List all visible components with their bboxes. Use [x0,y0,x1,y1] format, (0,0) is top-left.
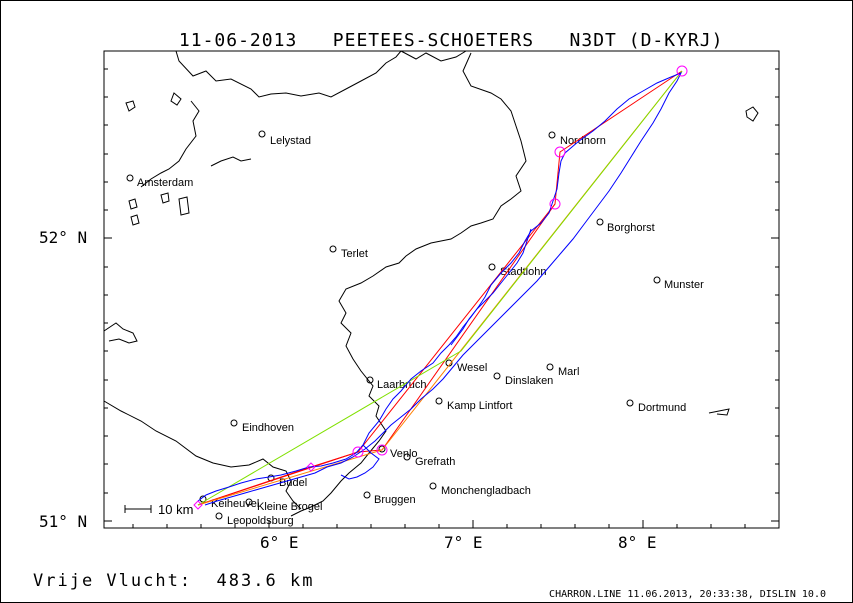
island-2 [170,92,182,106]
turnpoint-marker [306,462,316,472]
city-label-laarbruch: Laarbruch [377,379,427,391]
lake-ruhr [708,408,730,416]
task-line-green [197,70,683,506]
city-label-kamp-lintfort: Kamp Lintfort [447,400,512,412]
flight-date: 11-06-2013 [178,30,298,51]
flight-track-2 [450,228,532,346]
city-dot-dortmund [626,399,634,407]
turnpoint-marker [676,65,688,77]
city-label-borghorst: Borghorst [607,222,655,234]
city-dot-eindhoven [230,419,238,427]
turnpoint-marker [554,146,566,158]
aircraft-id: N3DT (D-KYRJ) [569,30,724,51]
city-label-venlo: Venlo [390,448,418,460]
island-5 [178,196,190,216]
city-dot-nordhorn [548,131,556,139]
bottom-ticks [132,520,746,528]
city-dot-dinslaken [493,372,501,380]
island-3 [128,198,138,210]
city-label-bruggen: Bruggen [374,494,416,506]
footer-info: CHARRON.LINE 11.06.2013, 20:33:38, DISLI… [549,589,826,600]
task-line-red-2 [197,203,556,506]
lake [745,106,759,122]
flight-track-3 [340,444,380,480]
border-nl-be [103,400,302,510]
city-dot-kleine-brogel [245,498,253,506]
distance-label: Vrije Vlucht: [33,571,193,591]
right-ticks [771,68,779,522]
lon-label-7: 7° E [444,533,483,552]
city-label-budel: Budel [279,477,307,489]
lat-label-51: 51° N [39,512,88,531]
island-6 [130,214,140,226]
flight-track [197,72,683,506]
city-dot-marl [546,363,554,371]
distance-value: 483.6 km [216,571,315,591]
city-dot-munster [653,276,661,284]
city-dot-kamp-lintfort [435,397,443,405]
turnpoints [193,65,688,510]
estuary [103,322,138,344]
city-dot-laarbruch [366,376,374,384]
city-dot-borghorst [596,218,604,226]
coastline-ems [400,50,467,62]
city-label-lelystad: Lelystad [270,135,311,147]
city-label-munster: Munster [664,279,704,291]
city-dot-monchengladbach [429,482,437,490]
city-label-monchengladbach: Monchengladbach [441,485,531,497]
lon-label-6: 6° E [260,533,299,552]
city-label-dortmund: Dortmund [638,402,686,414]
turnpoint-marker [352,446,364,458]
city-dot-venlo [378,445,386,453]
island-4 [160,192,170,204]
lat-label-52: 52° N [39,228,88,247]
pilot-name: PEETEES-SCHOETERS [332,30,535,51]
turnpoint-marker [193,500,203,510]
city-label-eindhoven: Eindhoven [242,422,294,434]
left-ticks [104,68,112,522]
city-label-leopoldsburg: Leopoldsburg [227,515,294,527]
city-label-grefrath: Grefrath [415,456,455,468]
scale-bar-label: 10 km [158,502,193,517]
ijsselmeer-west [140,100,200,188]
city-label-wesel: Wesel [457,362,487,374]
city-label-marl: Marl [558,366,579,378]
city-dot-bruggen [363,491,371,499]
city-label-keiheuvel: Keiheuvel [211,498,259,510]
city-dot-terlet [329,245,337,253]
city-label-kleine-brogel: Kleine Brogel [257,501,322,513]
lon-label-8: 8° E [618,533,657,552]
city-dot-lelystad [258,130,266,138]
map-frame [103,50,780,529]
city-dot-amsterdam [126,174,134,182]
city-label-terlet: Terlet [341,248,368,260]
scale-bar [124,505,152,513]
turnpoint-marker [376,444,388,456]
city-label-amsterdam: Amsterdam [137,177,193,189]
free-flight-distance: Vrije Vlucht: 483.6 km [33,571,314,591]
island-1 [125,100,136,112]
turnpoint-marker [549,198,561,210]
city-dot-grefrath [403,453,411,461]
city-labels: Lelystad Amsterdam Nordhorn Borghorst Te… [137,135,704,527]
city-dot-stadtlohn [488,263,496,271]
city-label-dinslaken: Dinslaken [505,375,553,387]
coastline-north [175,50,402,98]
chart-title: 11-06-2013 PEETEES-SCHOETERS N3DT (D-KYR… [1,9,852,72]
borders [103,50,759,517]
city-dot-leopoldsburg [215,512,223,520]
ijsselmeer-south [210,156,252,167]
